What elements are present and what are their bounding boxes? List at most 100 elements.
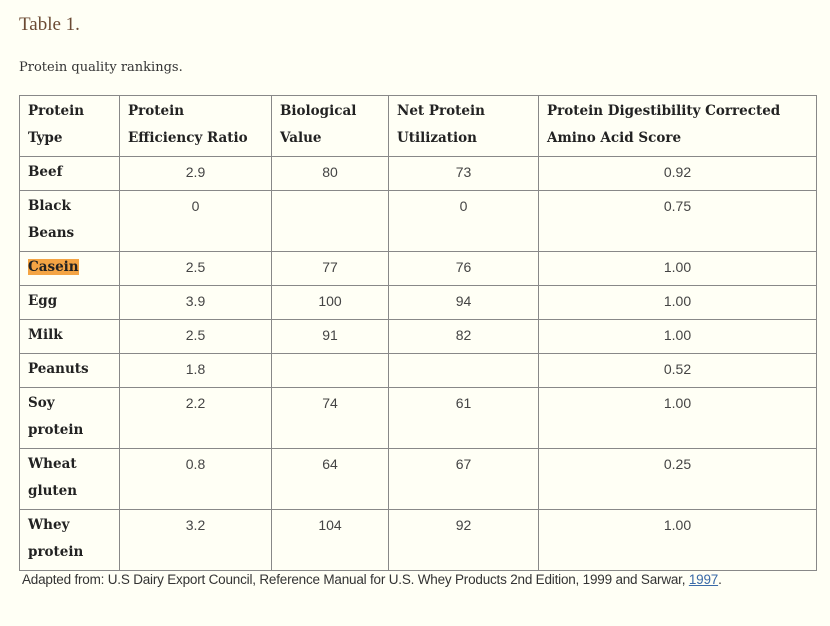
- protein-name-cell: Wheat gluten: [19, 448, 120, 510]
- value: 1.00: [663, 259, 692, 275]
- value-cell: 104: [271, 509, 389, 571]
- value: 0.52: [663, 361, 692, 377]
- footnote-end: .: [718, 572, 722, 587]
- value: 3.2: [185, 517, 206, 533]
- value-cell: 0.52: [538, 353, 817, 388]
- citation-link[interactable]: 1997: [688, 572, 719, 587]
- value-cell: 1.00: [538, 285, 817, 320]
- value: 0.92: [663, 164, 692, 180]
- value: 64: [322, 456, 338, 472]
- protein-name: Wheat gluten: [28, 456, 78, 499]
- value-cell: 1.00: [538, 319, 817, 354]
- footnote: Adapted from: U.S Dairy Export Council, …: [22, 565, 822, 595]
- value-cell: 2.5: [119, 319, 272, 354]
- value-cell: 0.25: [538, 448, 817, 510]
- value-cell: 0: [388, 190, 539, 252]
- protein-name: Milk: [28, 327, 63, 343]
- value-cell: [271, 190, 389, 252]
- protein-name: Peanuts: [28, 361, 89, 377]
- table-header-row: Protein Type Protein Efficiency Ratio Bi…: [19, 95, 817, 157]
- value-cell: 91: [271, 319, 389, 354]
- value: 92: [455, 517, 472, 533]
- value: 80: [322, 164, 338, 180]
- value-cell: 0.75: [538, 190, 817, 252]
- table-row: Peanuts 1.8 0.52: [19, 353, 817, 388]
- value-cell: 3.2: [119, 509, 272, 571]
- value-cell: 74: [271, 387, 389, 449]
- protein-name-cell: Black Beans: [19, 190, 120, 252]
- value: 100: [318, 293, 342, 309]
- value: 73: [455, 164, 472, 180]
- protein-name-cell: Egg: [19, 285, 120, 320]
- header-pdcaas: Protein Digestibility Corrected Amino Ac…: [538, 95, 817, 157]
- header-per: Protein Efficiency Ratio: [119, 95, 272, 157]
- value-cell: 0.92: [538, 156, 817, 191]
- header-protein-type: Protein Type: [19, 95, 120, 157]
- protein-name: Beef: [28, 164, 63, 180]
- value-cell: [388, 353, 539, 388]
- value: 0: [459, 198, 468, 214]
- value-cell: 73: [388, 156, 539, 191]
- value: 1.00: [663, 327, 692, 343]
- header-bv: Biological Value: [271, 95, 389, 157]
- value: 2.2: [185, 395, 206, 411]
- value-cell: 0.8: [119, 448, 272, 510]
- value-cell: 92: [388, 509, 539, 571]
- header-npu: Net Protein Utilization: [388, 95, 539, 157]
- value: 77: [322, 259, 338, 275]
- value: 91: [322, 327, 338, 343]
- table-title: Table 1.: [19, 14, 80, 35]
- protein-name-cell: Beef: [19, 156, 120, 191]
- protein-name: Casein: [28, 259, 79, 275]
- value: 82: [455, 327, 472, 343]
- table-row: Black Beans 0 0 0.75: [19, 190, 817, 252]
- value-cell: 2.9: [119, 156, 272, 191]
- value: 0: [191, 198, 200, 214]
- protein-name: Whey protein: [28, 517, 84, 560]
- value: 0.8: [185, 456, 206, 472]
- value: 1.00: [663, 517, 692, 533]
- value-cell: 1.00: [538, 387, 817, 449]
- value-cell: 94: [388, 285, 539, 320]
- protein-name-cell: Casein: [19, 251, 120, 286]
- table-row: Milk 2.5 91 82 1.00: [19, 319, 817, 354]
- protein-name: Soy protein: [28, 395, 84, 438]
- value: 104: [318, 517, 342, 533]
- value-cell: 1.8: [119, 353, 272, 388]
- table-row: Egg 3.9 100 94 1.00: [19, 285, 817, 320]
- value-cell: 2.2: [119, 387, 272, 449]
- value: 2.9: [185, 164, 206, 180]
- value-cell: 1.00: [538, 509, 817, 571]
- value-cell: 3.9: [119, 285, 272, 320]
- value: 61: [455, 395, 472, 411]
- value-cell: 77: [271, 251, 389, 286]
- table-row: Wheat gluten 0.8 64 67 0.25: [19, 448, 817, 510]
- value: 1.00: [663, 395, 692, 411]
- value: 0.75: [663, 198, 692, 214]
- value: 2.5: [185, 259, 206, 275]
- protein-name-cell: Whey protein: [19, 509, 120, 571]
- value-cell: 76: [388, 251, 539, 286]
- value: 1.8: [185, 361, 206, 377]
- table-row: Casein 2.5 77 76 1.00: [19, 251, 817, 286]
- table-row: Soy protein 2.2 74 61 1.00: [19, 387, 817, 449]
- value: 94: [455, 293, 472, 309]
- value: 74: [322, 395, 338, 411]
- protein-quality-table: Protein Type Protein Efficiency Ratio Bi…: [19, 95, 817, 571]
- value: 3.9: [185, 293, 206, 309]
- value-cell: 67: [388, 448, 539, 510]
- protein-name: Egg: [28, 293, 58, 309]
- value-cell: 82: [388, 319, 539, 354]
- value-cell: 1.00: [538, 251, 817, 286]
- table-caption: Protein quality rankings.: [19, 60, 183, 75]
- table-row: Whey protein 3.2 104 92 1.00: [19, 509, 817, 571]
- protein-name-cell: Peanuts: [19, 353, 120, 388]
- table-row: Beef 2.9 80 73 0.92: [19, 156, 817, 191]
- value: 76: [455, 259, 472, 275]
- protein-name-cell: Soy protein: [19, 387, 120, 449]
- value: 1.00: [663, 293, 692, 309]
- protein-name: Black Beans: [28, 198, 75, 241]
- value: 2.5: [185, 327, 206, 343]
- value-cell: 80: [271, 156, 389, 191]
- value: 0.25: [663, 456, 692, 472]
